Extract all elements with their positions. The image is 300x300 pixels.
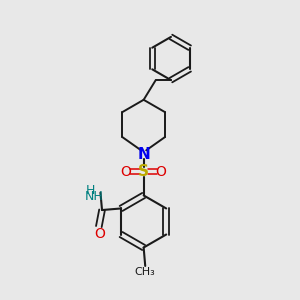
- Text: S: S: [138, 164, 149, 179]
- Text: O: O: [121, 165, 132, 178]
- Text: H: H: [86, 184, 96, 196]
- Text: CH₃: CH₃: [135, 267, 156, 277]
- Text: NH: NH: [85, 190, 104, 203]
- Text: O: O: [156, 165, 167, 178]
- Text: N: N: [137, 147, 150, 162]
- Text: O: O: [94, 226, 105, 241]
